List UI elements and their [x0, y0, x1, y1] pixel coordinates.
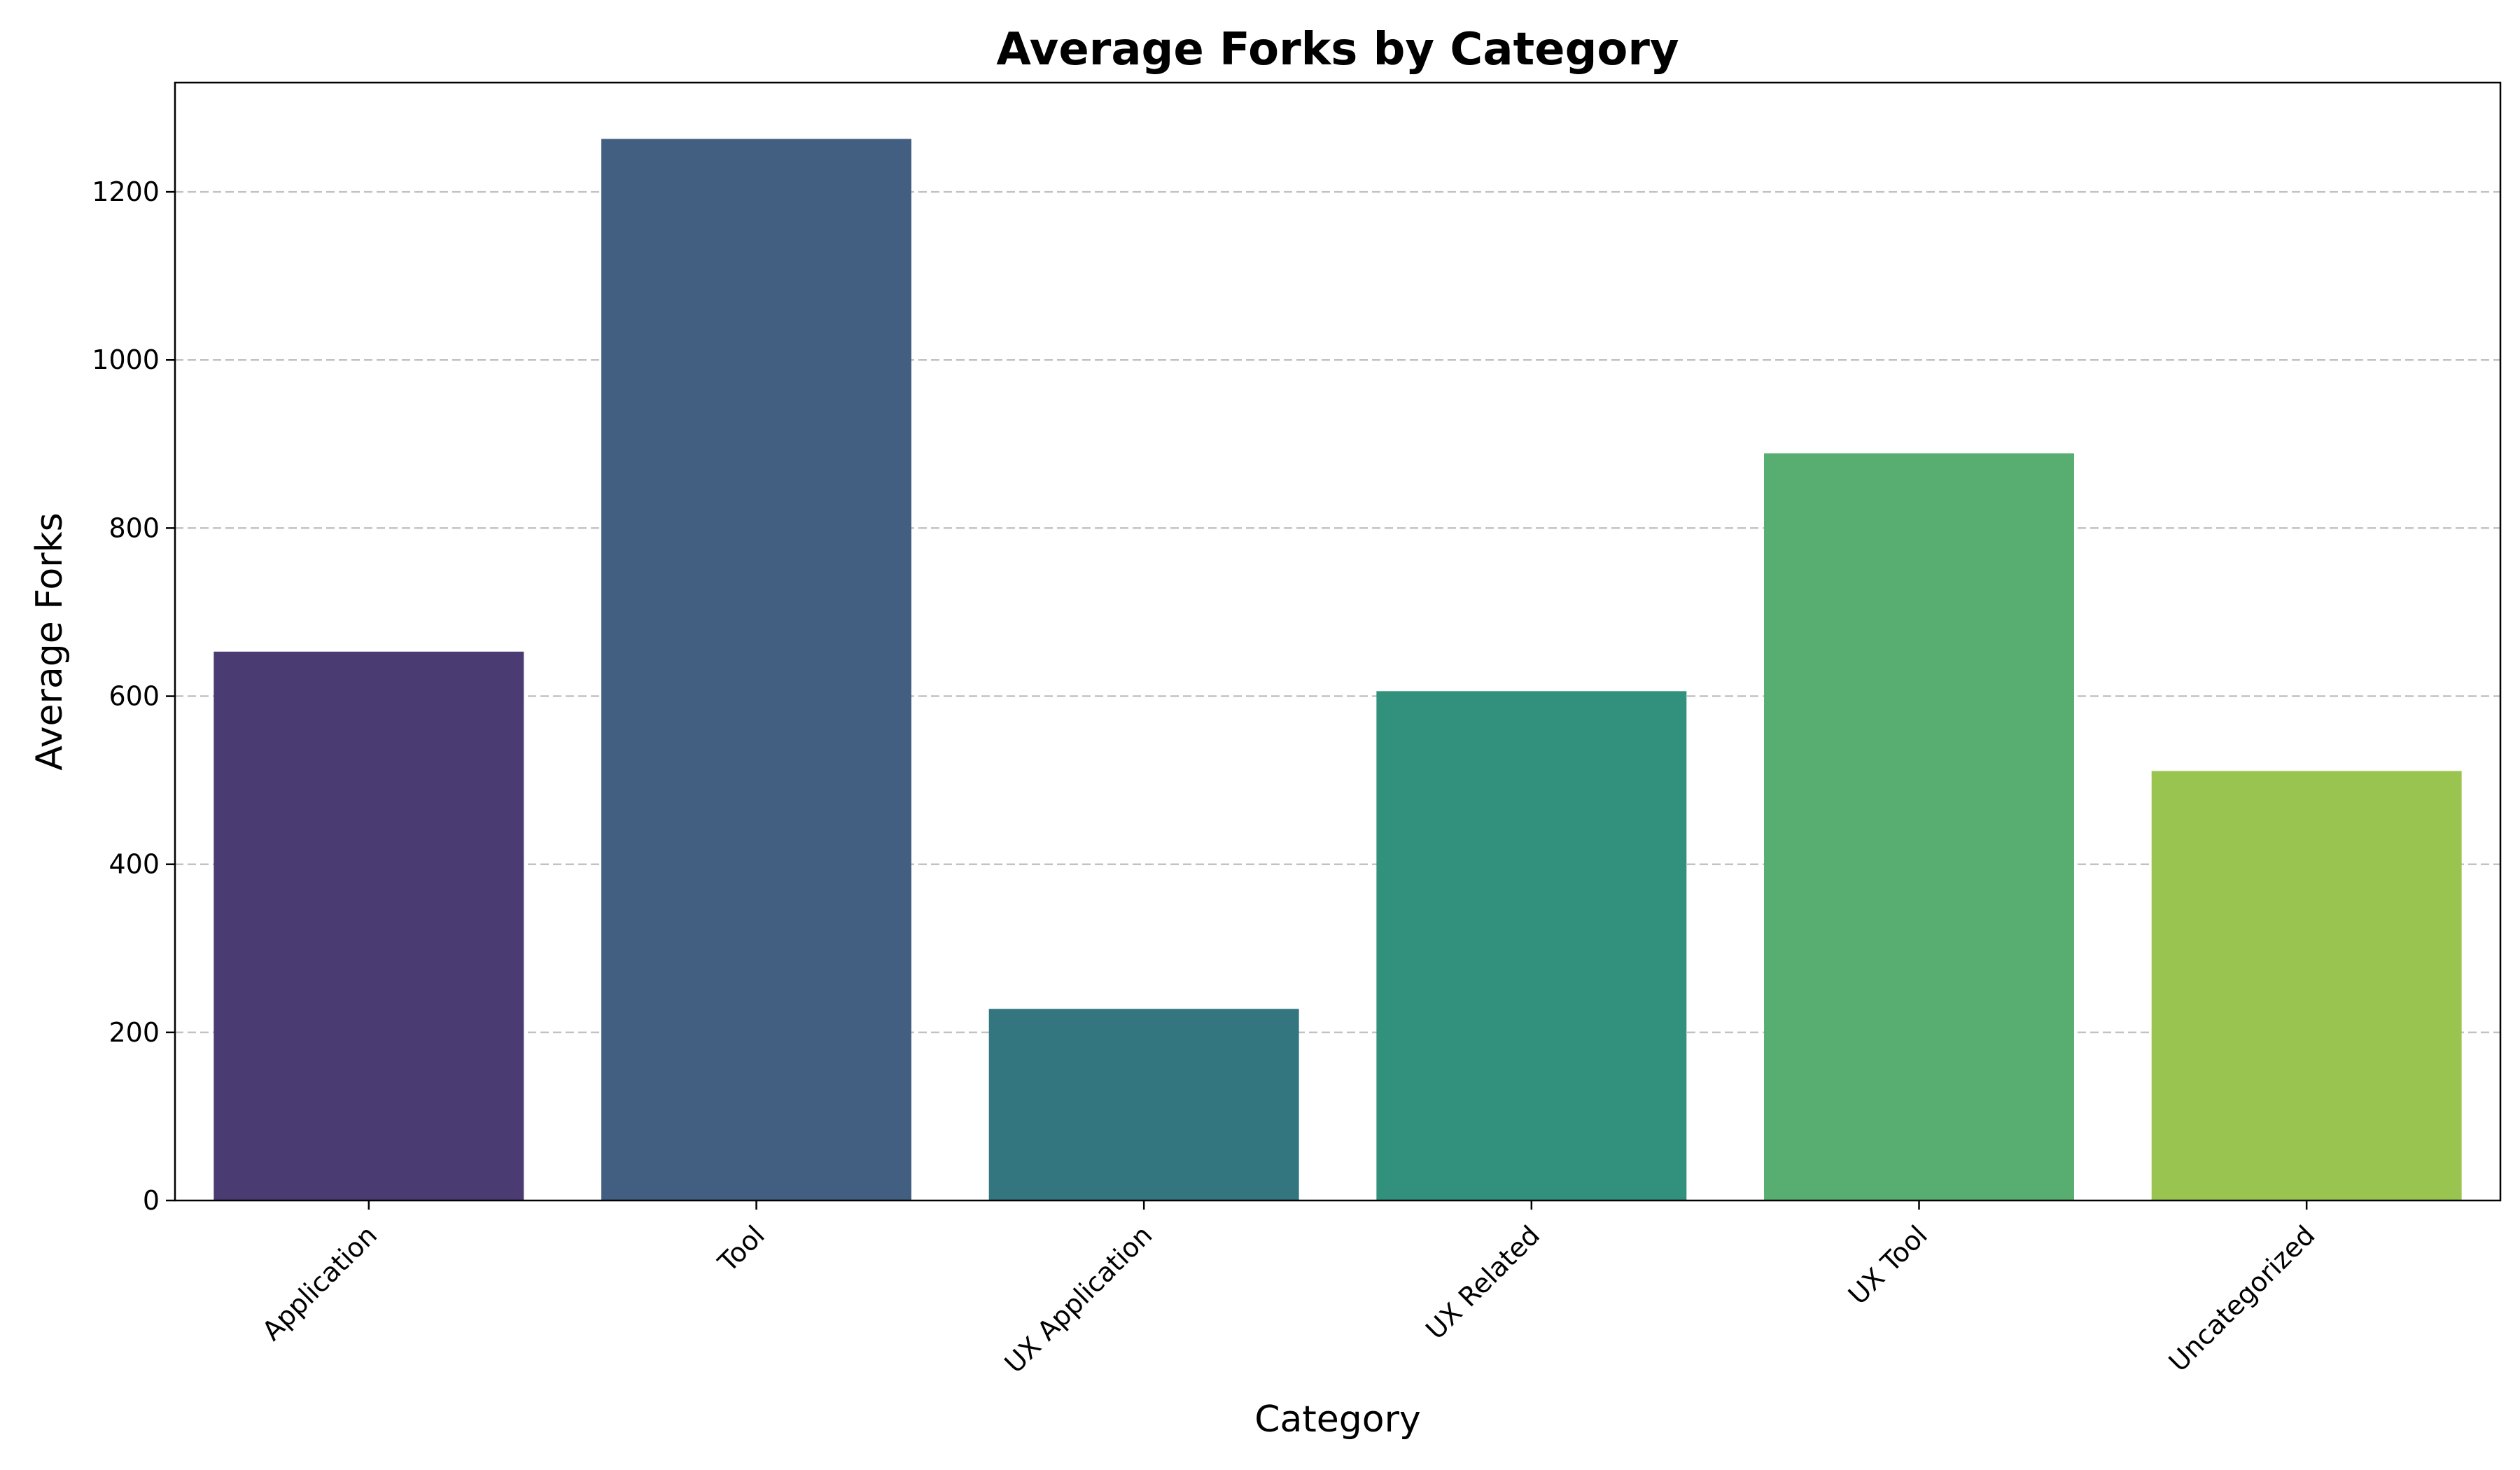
plot-frame	[174, 81, 2502, 1202]
y-axis-title: Average Forks	[29, 512, 71, 771]
bar-ux-application	[988, 1009, 1299, 1200]
x-axis-title: Category	[1254, 1399, 1421, 1441]
bars	[214, 139, 2462, 1201]
bar-ux-tool	[1764, 453, 2074, 1201]
y-tick-label: 600	[108, 681, 160, 712]
chart-title: Average Forks by Category	[996, 24, 1679, 76]
bar-uncategorized	[2151, 771, 2462, 1200]
y-tick-label: 0	[143, 1185, 160, 1216]
y-tick-label: 400	[108, 849, 160, 880]
y-tick-label: 200	[108, 1017, 160, 1048]
y-tick-label: 1000	[92, 344, 160, 375]
y-tick-label: 800	[108, 512, 160, 543]
bar-application	[214, 651, 524, 1200]
bar-tool	[601, 139, 911, 1200]
bar-ux-related	[1376, 691, 1687, 1200]
gridlines	[175, 190, 2500, 1034]
y-tick-label: 1200	[92, 176, 160, 207]
